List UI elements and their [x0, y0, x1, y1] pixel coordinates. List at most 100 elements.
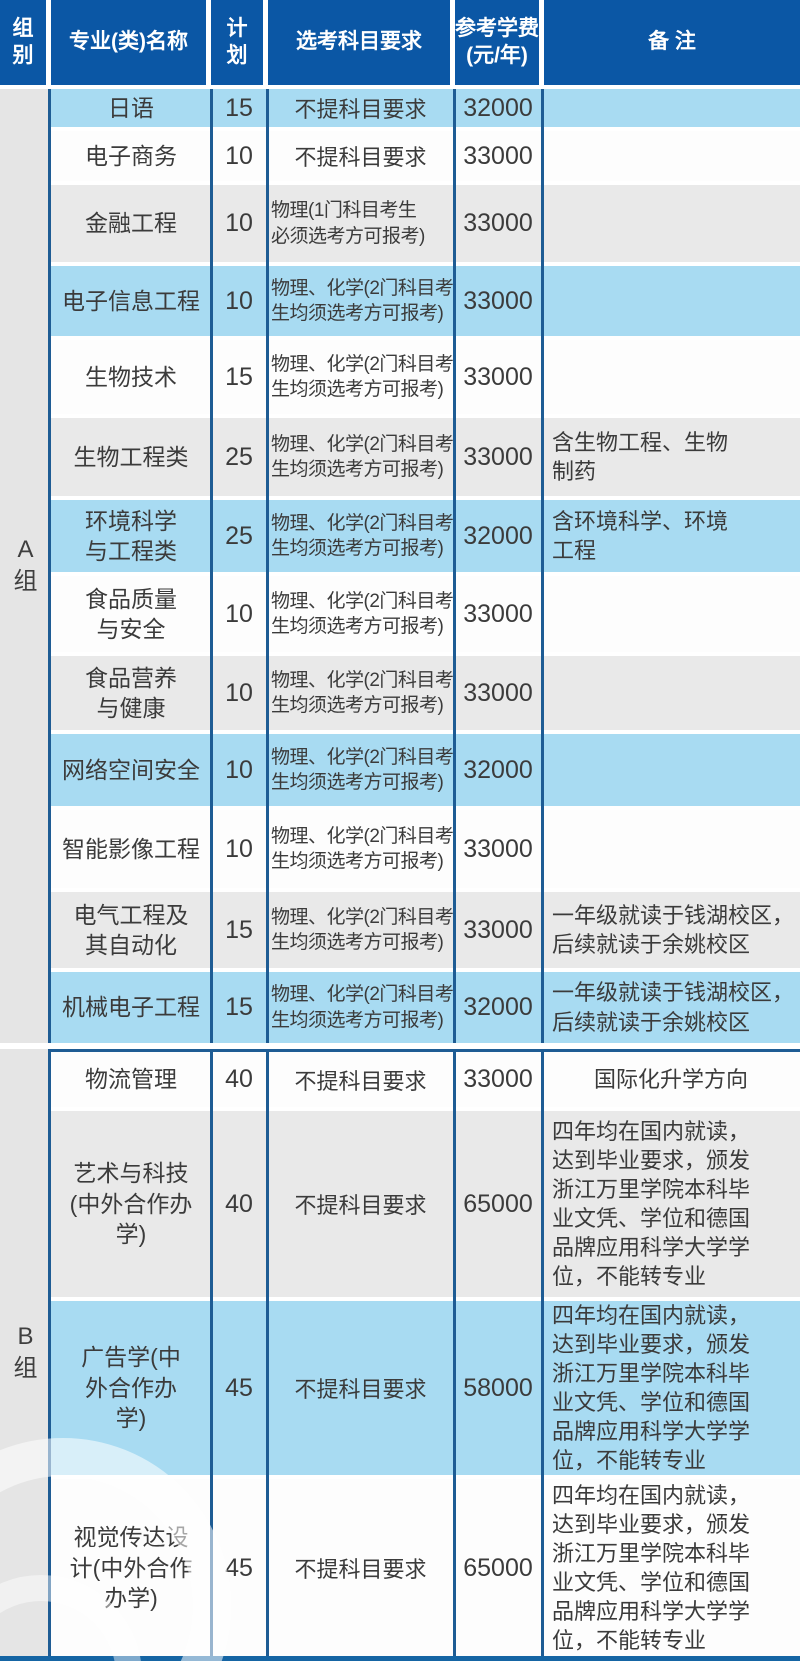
column-divider	[210, 1049, 213, 1657]
major-cell: 电子商务	[51, 131, 211, 181]
table-row: 日语 15 不提科目要求 32000	[51, 89, 800, 127]
remark-cell: 国际化升学方向	[542, 1052, 800, 1107]
group-cell: A组	[0, 89, 51, 1043]
subjects-cell: 不提科目要求	[267, 131, 454, 181]
plan-cell: 15	[211, 89, 267, 127]
header-cell-subjects: 选考科目要求	[268, 0, 450, 85]
tuition-cell: 33000	[454, 340, 542, 414]
tuition-cell: 58000	[454, 1301, 542, 1475]
major-cell: 机械电子工程	[51, 972, 211, 1043]
major-cell: 食品质量 与安全	[51, 576, 211, 652]
table-row: 电子信息工程 10 物理、化学(2门科目考 生均须选考方可报考) 33000	[51, 266, 800, 336]
subjects-cell: 物理(1门科目考生 必须选考方可报考)	[267, 185, 454, 262]
tuition-cell: 65000	[454, 1479, 542, 1657]
major-cell: 电子信息工程	[51, 266, 211, 336]
table-row: 网络空间安全 10 物理、化学(2门科目考 生均须选考方可报考) 32000	[51, 734, 800, 806]
remark-cell: 四年均在国内就读， 达到毕业要求，颁发 浙江万里学院本科毕 业文凭、学位和德国 …	[542, 1301, 800, 1475]
remark-cell	[542, 131, 800, 181]
bottom-bar	[0, 1656, 800, 1661]
remark-cell: 四年均在国内就读， 达到毕业要求，颁发 浙江万里学院本科毕 业文凭、学位和德国 …	[542, 1479, 800, 1657]
table-row: 生物技术 15 物理、化学(2门科目考 生均须选考方可报考) 33000	[51, 340, 800, 414]
tuition-cell: 32000	[454, 500, 542, 572]
tuition-cell: 32000	[454, 734, 542, 806]
tuition-cell: 33000	[454, 266, 542, 336]
subjects-cell: 物理、化学(2门科目考 生均须选考方可报考)	[267, 734, 454, 806]
tuition-cell: 65000	[454, 1111, 542, 1297]
table-row: 艺术与科技 (中外合作办 学) 40 不提科目要求 65000 四年均在国内就读， 达到…	[51, 1111, 800, 1297]
table-row: 金融工程 10 物理(1门科目考生 必须选考方可报考) 33000	[51, 185, 800, 262]
remark-cell	[542, 340, 800, 414]
header-cell-major: 专业(类)名称	[51, 0, 206, 85]
subjects-cell: 物理、化学(2门科目考 生均须选考方可报考)	[267, 972, 454, 1043]
plan-cell: 15	[211, 892, 267, 968]
remark-cell	[542, 656, 800, 730]
group-section: A组 日语 15 不提科目要求 32000 电子商务 10 不提科目要求 33000 金融工程 10…	[0, 89, 800, 1043]
column-divider	[48, 89, 51, 1043]
table-row: 电气工程及 其自动化 15 物理、化学(2门科目考 生均须选考方可报考) 33000 一…	[51, 892, 800, 968]
major-cell: 智能影像工程	[51, 810, 211, 888]
group-label: B组	[13, 1322, 38, 1382]
table-row: 环境科学 与工程类 25 物理、化学(2门科目考 生均须选考方可报考) 32000 含环…	[51, 500, 800, 572]
group-cell: B组	[0, 1049, 51, 1657]
major-cell: 日语	[51, 89, 211, 127]
tuition-cell: 33000	[454, 656, 542, 730]
major-cell: 广告学(中 外合作办 学)	[51, 1301, 211, 1475]
remark-cell: 含生物工程、生物 制药	[542, 418, 800, 496]
plan-cell: 10	[211, 576, 267, 652]
tuition-cell: 33000	[454, 418, 542, 496]
plan-cell: 45	[211, 1479, 267, 1657]
tuition-cell: 33000	[454, 810, 542, 888]
column-divider	[266, 1049, 269, 1657]
table-body: A组 日语 15 不提科目要求 32000 电子商务 10 不提科目要求 33000 金融工程 10…	[0, 89, 800, 1657]
plan-cell: 15	[211, 972, 267, 1043]
plan-cell: 10	[211, 734, 267, 806]
major-cell: 食品营养 与健康	[51, 656, 211, 730]
subjects-cell: 物理、化学(2门科目考 生均须选考方可报考)	[267, 892, 454, 968]
remark-cell: 四年均在国内就读， 达到毕业要求，颁发 浙江万里学院本科毕 业文凭、学位和德国 …	[542, 1111, 800, 1297]
subjects-cell: 不提科目要求	[267, 1111, 454, 1297]
major-cell: 物流管理	[51, 1052, 211, 1107]
plan-cell: 40	[211, 1052, 267, 1107]
table-row: 生物工程类 25 物理、化学(2门科目考 生均须选考方可报考) 33000 含生物工程、…	[51, 418, 800, 496]
header-cell-tuition: 参考学费 (元/年)	[455, 0, 539, 85]
tuition-cell: 33000	[454, 1052, 542, 1107]
group-label: A组	[13, 535, 38, 595]
major-cell: 生物技术	[51, 340, 211, 414]
major-cell: 环境科学 与工程类	[51, 500, 211, 572]
remark-cell	[542, 734, 800, 806]
column-divider	[453, 1049, 456, 1657]
remark-cell	[542, 266, 800, 336]
column-divider	[453, 89, 456, 1043]
remark-cell	[542, 576, 800, 652]
subjects-cell: 物理、化学(2门科目考 生均须选考方可报考)	[267, 340, 454, 414]
column-divider	[541, 1049, 544, 1657]
plan-cell: 25	[211, 500, 267, 572]
table-row: 食品营养 与健康 10 物理、化学(2门科目考 生均须选考方可报考) 33000	[51, 656, 800, 730]
subjects-cell: 物理、化学(2门科目考 生均须选考方可报考)	[267, 810, 454, 888]
plan-cell: 45	[211, 1301, 267, 1475]
tuition-cell: 32000	[454, 972, 542, 1043]
tuition-cell: 33000	[454, 892, 542, 968]
major-cell: 电气工程及 其自动化	[51, 892, 211, 968]
major-cell: 网络空间安全	[51, 734, 211, 806]
major-cell: 艺术与科技 (中外合作办 学)	[51, 1111, 211, 1297]
table-row: 电子商务 10 不提科目要求 33000	[51, 131, 800, 181]
subjects-cell: 物理、化学(2门科目考 生均须选考方可报考)	[267, 500, 454, 572]
table-row: 机械电子工程 15 物理、化学(2门科目考 生均须选考方可报考) 32000 一年级就读…	[51, 972, 800, 1043]
plan-cell: 10	[211, 266, 267, 336]
major-cell: 视觉传达设 计(中外合作 办学)	[51, 1479, 211, 1657]
remark-cell: 一年级就读于钱湖校区， 后续就读于余姚校区	[542, 972, 800, 1043]
tuition-cell: 33000	[454, 131, 542, 181]
header-cell-group: 组 别	[0, 0, 46, 85]
plan-cell: 40	[211, 1111, 267, 1297]
table-row: 物流管理 40 不提科目要求 33000 国际化升学方向	[51, 1052, 800, 1107]
group-section: B组 物流管理 40 不提科目要求 33000 国际化升学方向 艺术与科技 (中外合作办 学…	[0, 1049, 800, 1657]
column-divider	[48, 1049, 51, 1657]
tuition-cell: 33000	[454, 185, 542, 262]
subjects-cell: 不提科目要求	[267, 89, 454, 127]
column-divider	[541, 89, 544, 1043]
plan-cell: 10	[211, 810, 267, 888]
major-cell: 生物工程类	[51, 418, 211, 496]
plan-cell: 25	[211, 418, 267, 496]
